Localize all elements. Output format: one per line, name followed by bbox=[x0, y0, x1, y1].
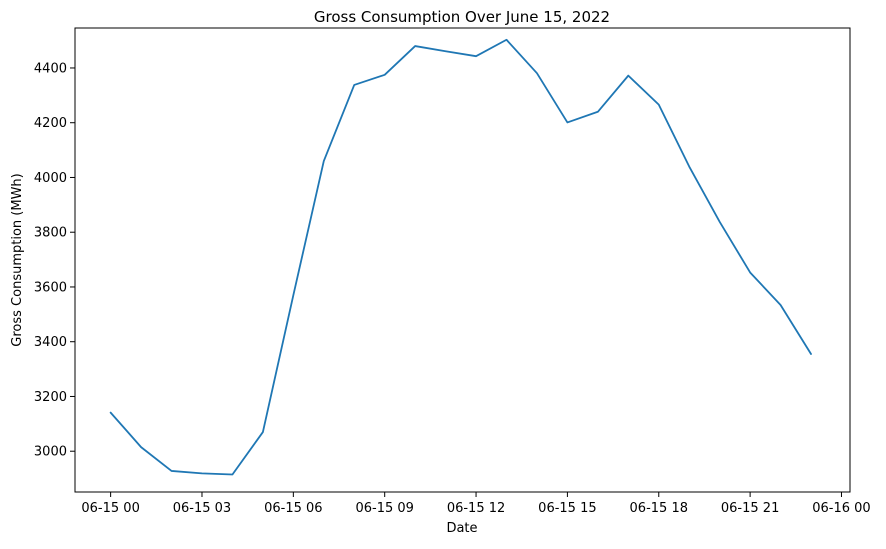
plot-area: 06-15 00 06-15 03 06-15 06 06-15 09 06-15 12… bbox=[34, 38, 871, 516]
x-tick-label: 06-15 00 bbox=[81, 501, 139, 516]
x-tick-label: 06-15 18 bbox=[630, 501, 688, 516]
y-axis-label: Gross Consumption (MWh) bbox=[10, 173, 25, 346]
series-line bbox=[109, 38, 812, 476]
x-tick-label: 06-15 15 bbox=[538, 501, 596, 516]
y-tick-label: 3800 bbox=[34, 226, 67, 241]
y-tick-label: 4000 bbox=[34, 171, 67, 186]
x-tick-label: 06-15 12 bbox=[447, 501, 505, 516]
y-tick-label: 4200 bbox=[34, 116, 67, 131]
y-tick-label: 3600 bbox=[34, 280, 67, 295]
y-tick-label: 3200 bbox=[34, 390, 67, 405]
axes-frame bbox=[74, 27, 851, 493]
x-tick-label: 06-15 21 bbox=[721, 501, 779, 516]
x-axis-label: Date bbox=[446, 521, 477, 536]
x-tick-label: 06-16 00 bbox=[812, 501, 870, 516]
y-tick-label: 3400 bbox=[34, 335, 67, 350]
x-tick-label: 06-15 09 bbox=[355, 501, 413, 516]
x-tick-label: 06-15 06 bbox=[264, 501, 322, 516]
chart-title: Gross Consumption Over June 15, 2022 bbox=[314, 8, 610, 26]
y-tick-label: 3000 bbox=[34, 445, 67, 460]
y-tick-label: 4400 bbox=[34, 61, 67, 76]
x-tick-label: 06-15 03 bbox=[173, 501, 231, 516]
